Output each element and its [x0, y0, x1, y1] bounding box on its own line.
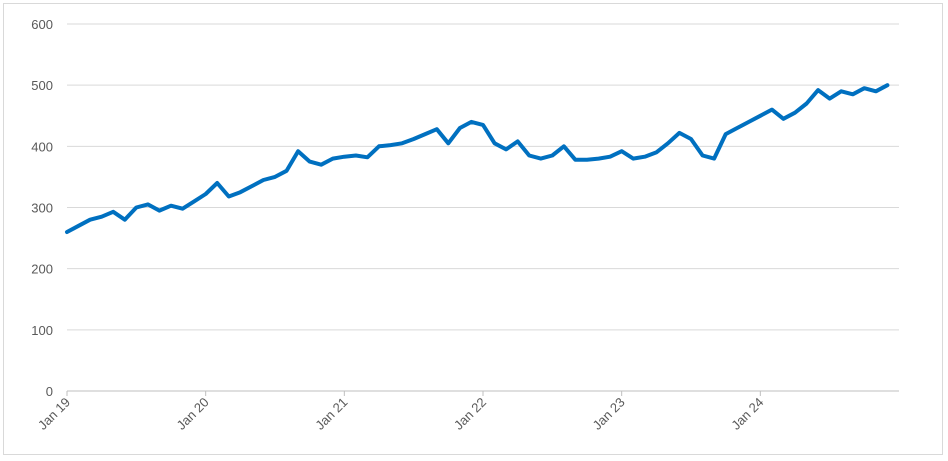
data-point	[377, 144, 381, 148]
data-point	[412, 137, 416, 141]
data-point	[677, 131, 681, 135]
data-point	[88, 218, 92, 222]
data-point	[712, 157, 716, 161]
data-point	[65, 230, 69, 234]
data-point	[134, 206, 138, 209]
data-point	[562, 144, 566, 148]
data-point	[181, 207, 185, 211]
data-point	[597, 157, 601, 161]
data-point	[620, 149, 624, 153]
x-axis-ticks: Jan 19 Jan 20 Jan 21 Jan 22 Jan 23 Jan 24	[35, 391, 766, 433]
data-point	[585, 158, 589, 162]
data-point	[285, 169, 289, 173]
x-tick-label: Jan 21	[312, 395, 350, 433]
data-point	[319, 163, 323, 167]
y-tick-label: 400	[31, 139, 53, 154]
data-point	[573, 158, 577, 162]
data-point	[123, 218, 127, 222]
data-point	[504, 147, 508, 151]
x-tick-label: Jan 19	[35, 395, 73, 433]
y-axis-ticks: 0 100 200 300 400 500 600	[31, 17, 53, 399]
data-point	[238, 190, 242, 194]
data-point	[273, 175, 277, 179]
y-tick-label: 300	[31, 201, 53, 216]
data-point	[435, 127, 439, 131]
data-point	[735, 126, 739, 130]
data-point	[100, 215, 104, 219]
data-point	[157, 209, 161, 213]
data-point	[701, 154, 705, 157]
data-point	[539, 157, 543, 161]
series-layer	[65, 83, 890, 234]
data-point	[666, 141, 670, 145]
data-point	[423, 132, 427, 136]
data-point	[747, 120, 751, 124]
data-point	[204, 192, 208, 196]
data-point	[527, 154, 531, 157]
y-tick-label: 100	[31, 323, 53, 338]
data-point	[643, 155, 647, 159]
series-line	[65, 83, 890, 234]
data-point	[146, 202, 150, 206]
data-point	[458, 126, 462, 130]
data-point	[805, 102, 809, 105]
data-point	[724, 132, 728, 136]
data-point	[874, 89, 878, 93]
data-point	[654, 150, 658, 154]
data-point	[446, 141, 450, 145]
data-point	[227, 195, 231, 198]
data-point	[758, 114, 762, 118]
data-point	[781, 117, 785, 121]
data-point	[550, 154, 554, 157]
y-tick-label: 0	[46, 384, 53, 399]
y-tick-label: 500	[31, 78, 53, 93]
data-point	[493, 141, 497, 145]
data-point	[793, 111, 797, 115]
x-tick-label: Jan 23	[590, 395, 628, 433]
data-point	[215, 181, 219, 185]
chart-frame: 0 100 200 300 400 500 600 Jan 19 Jan 20 Jan 21 Ja…	[3, 3, 943, 455]
data-point	[354, 154, 358, 157]
data-point	[296, 149, 300, 153]
data-point	[261, 178, 265, 182]
data-point	[631, 157, 635, 161]
data-point	[851, 92, 855, 96]
y-tick-label: 200	[31, 262, 53, 277]
data-point	[331, 157, 335, 161]
data-point	[839, 89, 843, 93]
x-tick-label: Jan 22	[451, 395, 489, 433]
gridlines	[67, 23, 899, 331]
data-point	[608, 155, 612, 159]
data-point	[400, 141, 404, 145]
data-point	[816, 88, 820, 92]
data-point	[192, 199, 196, 203]
data-point	[365, 155, 369, 159]
data-point	[828, 97, 832, 101]
data-point	[389, 143, 393, 147]
data-point	[862, 86, 866, 90]
x-tick-label: Jan 20	[174, 395, 212, 433]
data-point	[111, 210, 115, 214]
data-point	[342, 155, 346, 159]
data-point	[689, 137, 693, 141]
data-point	[469, 120, 473, 124]
data-point	[250, 184, 254, 188]
data-point	[169, 204, 173, 208]
data-point	[308, 160, 312, 164]
data-point	[481, 123, 485, 127]
data-point	[885, 83, 889, 87]
y-tick-label: 600	[31, 17, 53, 32]
x-tick-label: Jan 24	[728, 395, 766, 433]
data-point	[770, 108, 774, 112]
data-point	[77, 224, 81, 228]
data-point	[516, 139, 520, 143]
